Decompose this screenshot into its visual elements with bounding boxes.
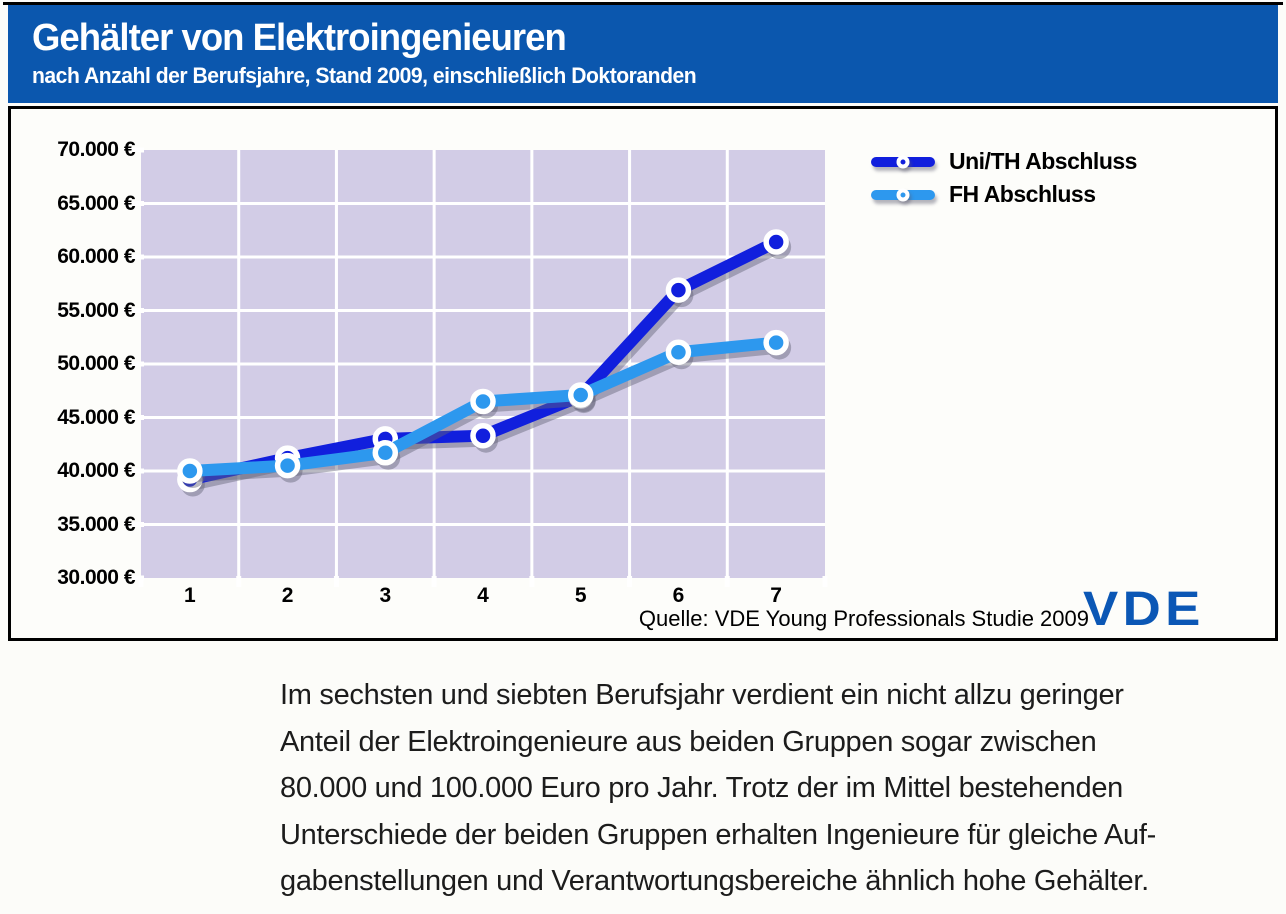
x-axis-label: 4 [477,584,489,607]
y-axis-label: 45.000 € [57,405,135,429]
x-axis-label: 1 [184,584,196,607]
chart-legend: Uni/TH Abschluss FH Abschluss [871,145,1137,211]
data-point [274,452,301,479]
caption-line: Unterschiede der beiden Gruppen erhalten… [280,818,1156,851]
caption-line: 80.000 und 100.000 Euro pro Jahr. Trotz … [280,772,1123,804]
line-chart: 70.000 € 65.000 € 60.000 € 55.000 € 50.000 €… [11,109,1275,638]
fh-line-swatch-icon [871,188,935,201]
caption-line: gabenstellungen und Verantwortungsbereic… [280,865,1149,897]
uni-th-marker-icon [896,155,910,168]
y-axis-label: 40.000 € [57,459,135,482]
top-rule [3,2,1283,5]
x-axis-label: 2 [281,584,294,607]
y-axis-label: 35.000 € [57,512,135,536]
series-fh [177,329,792,488]
legend-label-fh: FH Abschluss [949,181,1096,207]
data-point [665,339,692,365]
x-axis-label: 3 [379,584,392,607]
uni-th-line-swatch-icon [871,155,935,168]
source-credit: Quelle: VDE Young Professionals Studie 2… [638,606,1089,631]
page-subtitle: nach Anzahl der Berufsjahre, Stand 2009,… [32,63,697,88]
page-title: Gehälter von Elektroingenieuren [32,17,567,59]
data-point [763,229,789,255]
data-point [470,422,496,449]
data-point [470,388,496,415]
legend-item-uni-th: Uni/TH Abschluss [871,145,1137,178]
caption-line: Anteil der Elektroingenieure aus beiden … [280,725,1097,758]
data-point [177,458,203,484]
y-axis-label: 30.000 € [57,566,135,589]
x-axis-label: 7 [770,584,782,607]
fh-marker-icon [896,188,910,201]
y-axis-label: 70.000 € [57,138,135,161]
chart-frame: 70.000 € 65.000 € 60.000 € 55.000 € 50.000 €… [8,106,1278,641]
data-point [665,277,692,303]
data-point [763,329,789,356]
y-axis-label: 60.000 € [57,245,135,268]
x-axis-label: 5 [574,584,587,607]
y-axis-label: 65.000 € [57,191,135,215]
header-banner: Gehälter von Elektroingenieuren nach Anz… [8,5,1278,103]
legend-label-uni-th: Uni/TH Abschluss [949,148,1137,174]
y-axis-label: 50.000 € [57,352,135,375]
data-point [372,440,399,466]
vde-logo: VDE [1083,583,1205,636]
data-point [567,382,594,408]
caption-line: Im sechsten und siebten Berufsjahr verdi… [280,679,1124,711]
legend-item-fh: FH Abschluss [871,178,1137,211]
y-axis-label: 55.000 € [57,298,135,322]
caption-paragraph: Im sechsten und siebten Berufsjahr verdi… [280,672,1270,905]
chart-canvas [132,147,828,587]
x-axis-label: 6 [672,584,685,607]
